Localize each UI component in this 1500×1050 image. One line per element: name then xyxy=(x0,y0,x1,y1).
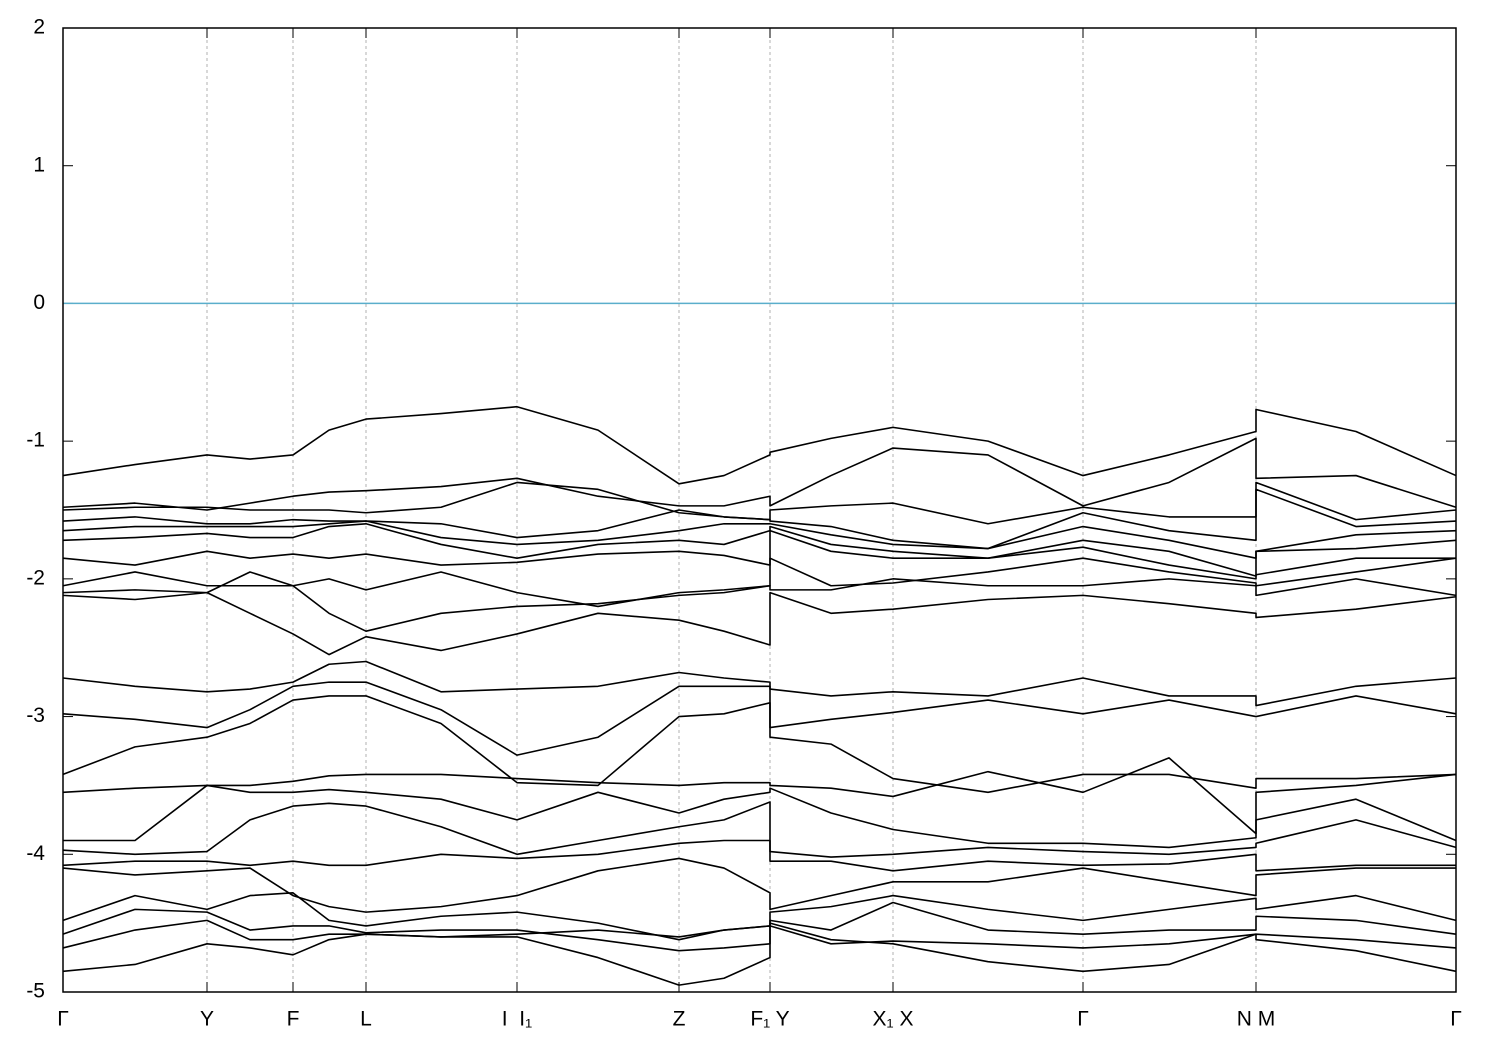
band-line xyxy=(62,660,1457,707)
x-tick-label: Z xyxy=(673,1008,686,1031)
band-line xyxy=(62,488,1457,550)
x-tick-label: N M xyxy=(1237,1008,1276,1031)
band-line xyxy=(63,784,1457,849)
band-line xyxy=(62,529,1456,580)
band-line xyxy=(62,857,1456,913)
x-tick-label: X₁ X xyxy=(873,1008,914,1031)
band-line xyxy=(62,757,1457,835)
y-tick-label: -5 xyxy=(26,980,45,1003)
y-tick-label: 1 xyxy=(33,153,45,176)
band-line xyxy=(62,557,1457,608)
x-tick-label: F₁ Y xyxy=(750,1008,789,1031)
band-line xyxy=(62,901,1457,952)
x-tick-label: Γ xyxy=(57,1008,69,1031)
band-line xyxy=(62,922,1457,973)
y-tick-label: -4 xyxy=(26,842,45,865)
y-tick-label: 0 xyxy=(33,291,45,314)
band-line xyxy=(62,695,1457,794)
y-tick-label: -3 xyxy=(26,704,45,727)
band-line xyxy=(62,919,1457,986)
band-line xyxy=(62,520,1457,560)
plot-frame xyxy=(62,27,1457,993)
x-tick-label: Y xyxy=(200,1008,214,1031)
band-line xyxy=(62,681,1457,756)
band-line xyxy=(62,839,1456,872)
band-line xyxy=(62,571,1457,632)
x-tick-label: Γ xyxy=(1450,1008,1462,1031)
x-tick-label: L xyxy=(360,1008,372,1031)
band-line xyxy=(62,801,1457,858)
y-tick-label: -2 xyxy=(26,566,45,589)
x-tick-label: F xyxy=(287,1008,300,1031)
x-tick-label: Γ xyxy=(1077,1008,1089,1031)
band-line xyxy=(62,405,1457,485)
band-line xyxy=(62,437,1457,511)
band-line xyxy=(62,589,1457,656)
x-tick-label: I I₁ xyxy=(502,1008,532,1031)
y-tick-label: -1 xyxy=(26,429,45,452)
y-tick-label: 2 xyxy=(33,16,45,39)
band-line xyxy=(62,522,1457,577)
